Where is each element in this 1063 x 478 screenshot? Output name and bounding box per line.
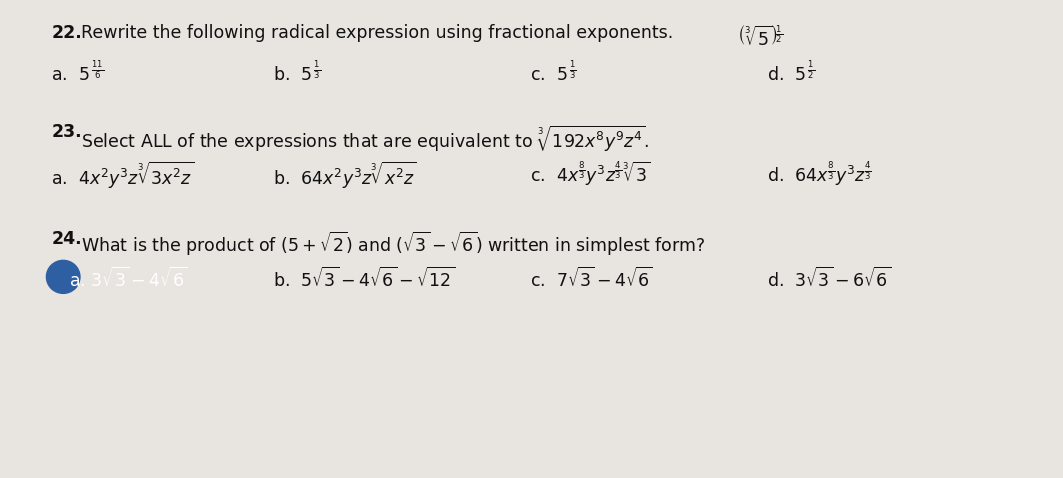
Text: 24.: 24.: [51, 230, 82, 248]
Text: d.  $64x^{\frac{8}{3}}y^{3}z^{\frac{4}{3}}$: d. $64x^{\frac{8}{3}}y^{3}z^{\frac{4}{3}…: [766, 160, 872, 188]
Text: 22.: 22.: [51, 24, 82, 43]
Text: d.  $3\sqrt{3}-6\sqrt{6}$: d. $3\sqrt{3}-6\sqrt{6}$: [766, 267, 891, 291]
Text: b.  $5^{\,\frac{1}{3}}$: b. $5^{\,\frac{1}{3}}$: [273, 60, 322, 84]
Text: Select ALL of the expressions that are equivalent to $\sqrt[3]{192x^{8}y^{9}z^{4: Select ALL of the expressions that are e…: [81, 123, 649, 154]
Text: c.  $5^{\,\frac{1}{3}}$: c. $5^{\,\frac{1}{3}}$: [530, 60, 577, 84]
Text: $\left(\sqrt[3]{5}\right)^{\!\frac{1}{2}}$: $\left(\sqrt[3]{5}\right)^{\!\frac{1}{2}…: [738, 24, 783, 50]
Text: What is the product of $(5+\sqrt{2})$ and $(\sqrt{3}-\sqrt{6})$ written in simpl: What is the product of $(5+\sqrt{2})$ an…: [81, 230, 705, 258]
Circle shape: [47, 261, 80, 293]
Text: a.  $5^{\,\frac{11}{6}}$: a. $5^{\,\frac{11}{6}}$: [51, 60, 104, 84]
Text: c.  $4x^{\frac{8}{3}}y^{3}z^{\frac{4}{3}}\sqrt[3]{3}$: c. $4x^{\frac{8}{3}}y^{3}z^{\frac{4}{3}}…: [530, 160, 651, 188]
Text: b.  $5\sqrt{3}-4\sqrt{6}-\sqrt{12}$: b. $5\sqrt{3}-4\sqrt{6}-\sqrt{12}$: [273, 267, 456, 291]
Text: Rewrite the following radical expression using fractional exponents.: Rewrite the following radical expression…: [81, 24, 673, 43]
Text: b.  $64x^{2}y^{3}z\sqrt[3]{x^{2}z}$: b. $64x^{2}y^{3}z\sqrt[3]{x^{2}z}$: [273, 160, 417, 191]
Text: d.  $5^{\,\frac{1}{2}}$: d. $5^{\,\frac{1}{2}}$: [766, 60, 815, 84]
Text: a. $3\sqrt{3}-4\sqrt{6}$: a. $3\sqrt{3}-4\sqrt{6}$: [69, 267, 187, 291]
Text: a.  $4x^{2}y^{3}z\sqrt[3]{3x^{2}z}$: a. $4x^{2}y^{3}z\sqrt[3]{3x^{2}z}$: [51, 160, 195, 191]
Text: 23.: 23.: [51, 123, 82, 141]
Text: c.  $7\sqrt{3}-4\sqrt{6}$: c. $7\sqrt{3}-4\sqrt{6}$: [530, 267, 653, 291]
